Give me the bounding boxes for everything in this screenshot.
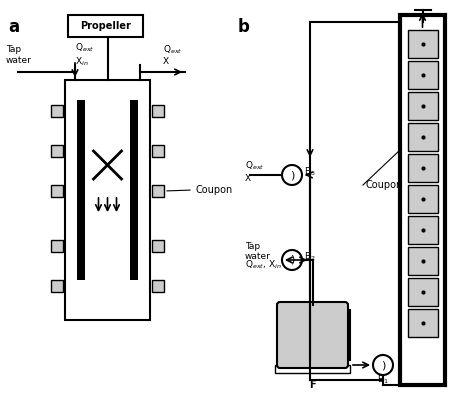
Bar	[407, 247, 438, 275]
Text: ): )	[290, 170, 294, 180]
Bar	[275, 365, 350, 373]
Bar	[152, 145, 164, 157]
Bar	[407, 309, 438, 337]
Text: Q$_{ext}$
X: Q$_{ext}$ X	[245, 160, 265, 183]
Bar	[152, 185, 164, 197]
Text: B$_1$: B$_1$	[377, 374, 389, 386]
Text: ): )	[290, 255, 294, 265]
Text: Q$_{ext}$
X: Q$_{ext}$ X	[163, 44, 183, 66]
Text: Q$_{ext}$, X$_{in}$: Q$_{ext}$, X$_{in}$	[245, 259, 282, 271]
Text: Tap
water: Tap water	[6, 45, 32, 65]
FancyBboxPatch shape	[277, 302, 348, 368]
Bar	[152, 105, 164, 117]
Bar	[130, 100, 138, 280]
Text: Q$_{ext}$
X$_{in}$: Q$_{ext}$ X$_{in}$	[75, 42, 95, 68]
Bar	[51, 280, 63, 292]
Bar	[51, 105, 63, 117]
Circle shape	[282, 250, 302, 270]
Bar	[51, 185, 63, 197]
Bar	[152, 240, 164, 252]
Bar	[407, 30, 438, 58]
Bar	[407, 278, 438, 306]
Text: ): )	[381, 360, 385, 370]
Bar	[400, 15, 445, 385]
Bar	[407, 185, 438, 213]
Bar	[51, 145, 63, 157]
Circle shape	[282, 165, 302, 185]
Text: F: F	[309, 380, 316, 390]
Text: B$_3$: B$_3$	[304, 166, 316, 178]
Bar	[51, 240, 63, 252]
Text: Coupon: Coupon	[195, 185, 232, 195]
Text: Coupon: Coupon	[365, 180, 402, 190]
Bar	[407, 123, 438, 151]
Bar	[65, 80, 150, 320]
Bar	[152, 280, 164, 292]
Text: B$_2$: B$_2$	[304, 251, 315, 263]
Text: Tap
water: Tap water	[245, 242, 271, 261]
Text: Propeller: Propeller	[80, 21, 131, 31]
FancyBboxPatch shape	[68, 15, 143, 37]
Bar	[407, 216, 438, 244]
Text: a: a	[8, 18, 19, 36]
Bar	[407, 154, 438, 182]
Bar	[407, 92, 438, 120]
Text: b: b	[238, 18, 250, 36]
Bar	[407, 61, 438, 89]
Bar	[77, 100, 85, 280]
Circle shape	[373, 355, 393, 375]
